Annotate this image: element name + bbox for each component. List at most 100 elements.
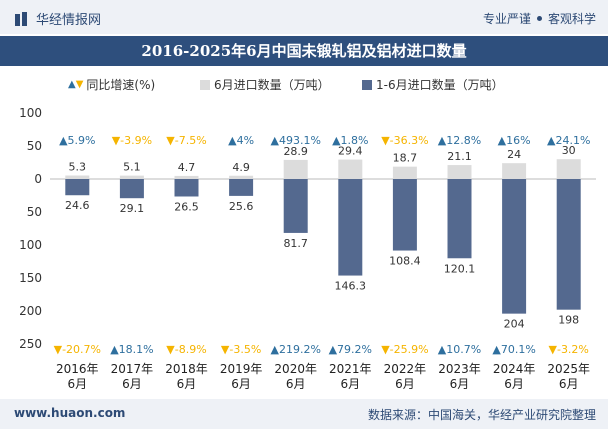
cumulative-bar (502, 179, 527, 314)
monthly-bar (174, 175, 199, 179)
growth-monthly-label: ▲1.8% (332, 134, 368, 147)
x-tick-label: 2025年 6月 (547, 362, 590, 391)
slogan-left: 专业严谨 (482, 12, 531, 26)
growth-cumulative-label: ▼-8.9% (166, 343, 206, 356)
growth-cumulative-label: ▲70.1% (492, 343, 535, 356)
data-source: 数据来源：中国海关，华经产业研究院整理 (367, 408, 596, 422)
cumulative-value-label: 81.7 (283, 237, 308, 250)
down-triangle-icon: ▼ (75, 79, 84, 90)
legend-monthly: 6月进口数量（万吨） (200, 76, 330, 93)
x-tick-label: 2019年 6月 (220, 362, 263, 391)
growth-cumulative-label: ▲219.2% (270, 343, 320, 356)
cumulative-bar (556, 179, 581, 310)
chart-title: 2016-2025年6月中国未锻轧铝及铝材进口数量 (141, 42, 467, 60)
y-tick-label: 0 (34, 172, 42, 186)
y-tick-label: 100 (19, 106, 42, 120)
monthly-bar (447, 165, 472, 179)
growth-monthly-label: ▲5.9% (59, 134, 95, 147)
monthly-bar (502, 163, 527, 179)
x-tick-label: 2020年 6月 (274, 362, 317, 391)
monthly-bar (229, 175, 254, 179)
legend-cumulative: 1-6月进口数量（万吨） (362, 76, 504, 93)
site-url: www.huaon.com (14, 406, 126, 420)
growth-monthly-label: ▲493.1% (270, 134, 320, 147)
brand-name: 华经情报网 (36, 13, 102, 28)
brand-logo: 华经情报网 (14, 9, 101, 28)
slogan-right: 客观科学 (547, 12, 596, 26)
cumulative-bar (65, 179, 90, 196)
cumulative-value-label: 26.5 (174, 200, 199, 213)
x-tick-label: 2021年 6月 (329, 362, 372, 391)
cumulative-value-label: 120.1 (444, 262, 476, 275)
slogan-dot-icon (536, 16, 542, 21)
cumulative-value-label: 25.6 (229, 200, 254, 213)
monthly-value-label: 5.1 (123, 161, 141, 174)
legend-growth: ▲ ▼ 同比增速(%) (68, 76, 155, 93)
x-tick-label: 2016年 6月 (56, 362, 99, 391)
growth-cumulative-label: ▲79.2% (329, 343, 372, 356)
growth-monthly-label: ▲12.8% (438, 134, 481, 147)
legend-cumulative-label: 1-6月进口数量（万吨） (376, 78, 504, 92)
cumulative-value-label: 29.1 (120, 202, 145, 215)
y-tick-label: 100 (19, 238, 42, 252)
monthly-bar (338, 159, 363, 179)
cumulative-bar (229, 179, 254, 196)
monthly-value-label: 4.7 (178, 161, 196, 174)
cumulative-bar (392, 179, 417, 251)
monthly-value-label: 30 (562, 144, 576, 157)
growth-monthly-label: ▼-36.3% (381, 134, 428, 147)
growth-cumulative-label: ▲18.1% (110, 343, 153, 356)
growth-cumulative-label: ▼-3.5% (221, 343, 261, 356)
growth-monthly-label: ▼-7.5% (166, 134, 206, 147)
monthly-bar (283, 159, 308, 179)
slogan: 专业严谨 客观科学 (483, 10, 596, 27)
growth-cumulative-label: ▲10.7% (438, 343, 481, 356)
x-tick-label: 2018年 6月 (165, 362, 208, 391)
y-tick-label: 150 (19, 271, 42, 285)
monthly-bar (392, 166, 417, 179)
y-tick-label: 50 (27, 139, 42, 153)
monthly-bar (556, 159, 581, 179)
legend-growth-label: 同比增速(%) (86, 78, 156, 92)
x-tick-label: 2023年 6月 (438, 362, 481, 391)
title-band (0, 36, 608, 66)
y-tick-label: 200 (19, 304, 42, 318)
cumulative-bar (119, 179, 144, 199)
x-tick-label: 2022年 6月 (384, 362, 427, 391)
growth-monthly-label: ▲24.1% (547, 134, 590, 147)
cumulative-bar (447, 179, 472, 259)
growth-cumulative-label: ▼-3.2% (549, 343, 589, 356)
legend-monthly-swatch (200, 79, 210, 90)
monthly-value-label: 5.3 (69, 161, 87, 174)
up-triangle-icon: ▲ (68, 79, 76, 90)
growth-monthly-label: ▲4% (228, 134, 254, 147)
growth-monthly-label: ▼-3.9% (112, 134, 152, 147)
bar-logo-icon (14, 11, 30, 27)
legend-monthly-label: 6月进口数量（万吨） (214, 78, 330, 92)
y-tick-label: 250 (19, 337, 42, 351)
cumulative-value-label: 24.6 (65, 199, 90, 212)
legend: ▲ ▼ 同比增速(%) 6月进口数量（万吨） 1-6月进口数量（万吨） (0, 76, 608, 96)
cumulative-bar (174, 179, 199, 197)
x-tick-label: 2017年 6月 (111, 362, 154, 391)
cumulative-bar (283, 179, 308, 233)
legend-cumulative-swatch (362, 79, 372, 90)
monthly-value-label: 29.4 (338, 145, 363, 158)
monthly-value-label: 4.9 (232, 161, 250, 174)
growth-monthly-label: ▲16% (498, 134, 531, 147)
x-tick-label: 2024年 6月 (493, 362, 536, 391)
cumulative-value-label: 198 (558, 314, 579, 327)
growth-cumulative-label: ▼-25.9% (381, 343, 428, 356)
monthly-bar (65, 175, 90, 179)
header-bar (0, 0, 608, 34)
cumulative-value-label: 204 (504, 318, 525, 331)
monthly-value-label: 28.9 (283, 145, 308, 158)
footer-bar (0, 399, 608, 429)
growth-cumulative-label: ▼-20.7% (54, 343, 101, 356)
cumulative-value-label: 108.4 (389, 255, 421, 268)
monthly-value-label: 18.7 (393, 152, 418, 165)
monthly-value-label: 21.1 (447, 150, 472, 163)
y-tick-label: 50 (27, 205, 42, 219)
